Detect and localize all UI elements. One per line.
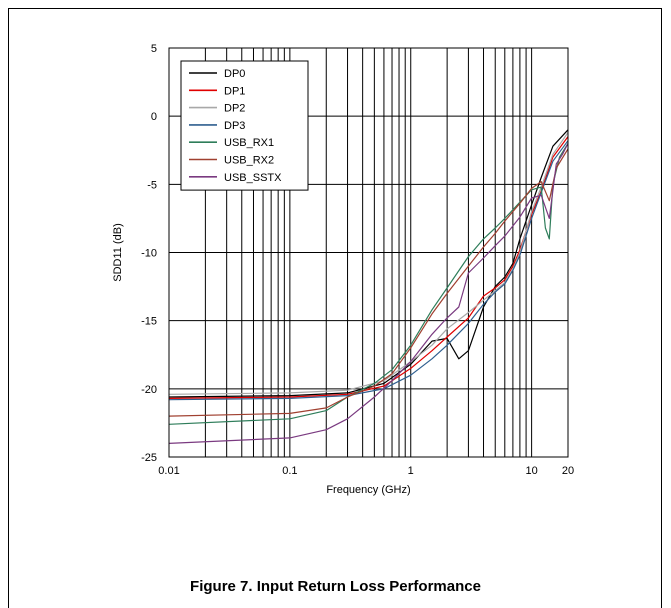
legend-label: DP2 (224, 103, 245, 115)
y-tick-label: -10 (141, 248, 157, 260)
legend-label: DP1 (224, 85, 245, 97)
y-tick-label: 5 (151, 43, 157, 55)
series-line-usb-sstx (168, 143, 569, 444)
plot-border (168, 47, 569, 458)
tick-labels: 0.01 0.1 1 10 20 5 0 -5 -10 -15 -20 -25 (141, 43, 574, 477)
series-line-usb-rx1 (168, 143, 569, 425)
figure-caption: Figure 7. Input Return Loss Performance (190, 578, 481, 595)
legend-label: USB_RX2 (224, 155, 274, 167)
legend-label: USB_SSTX (224, 172, 282, 184)
legend-label: DP3 (224, 120, 245, 132)
x-tick-label: 10 (525, 465, 537, 477)
legend-label: USB_RX1 (224, 137, 274, 149)
legend-label: DP0 (224, 68, 245, 80)
y-tick-label: -20 (141, 384, 157, 396)
y-tick-label: -25 (141, 452, 157, 464)
legend: DP0 DP1 DP2 DP3 USB_RX1 USB_RX2 USB_SSTX (180, 60, 309, 191)
x-tick-label: 20 (562, 465, 574, 477)
x-tick-label: 0.1 (282, 465, 297, 477)
series-line-dp0 (168, 129, 569, 398)
y-tick-label: 0 (151, 111, 157, 123)
x-tick-label: 1 (408, 465, 414, 477)
series-line-usb-rx2 (168, 148, 569, 417)
y-axis-label: SDD11 (dB) (112, 223, 124, 281)
series-lines (168, 129, 569, 444)
x-axis-label: Frequency (GHz) (326, 484, 410, 496)
y-tick-label: -5 (147, 179, 157, 191)
x-tick-label: 0.01 (158, 465, 179, 477)
figure-frame (8, 8, 662, 608)
series-line-dp2 (168, 132, 569, 395)
series-line-dp1 (168, 136, 569, 399)
series-line-dp3 (168, 140, 569, 401)
y-tick-label: -15 (141, 316, 157, 328)
